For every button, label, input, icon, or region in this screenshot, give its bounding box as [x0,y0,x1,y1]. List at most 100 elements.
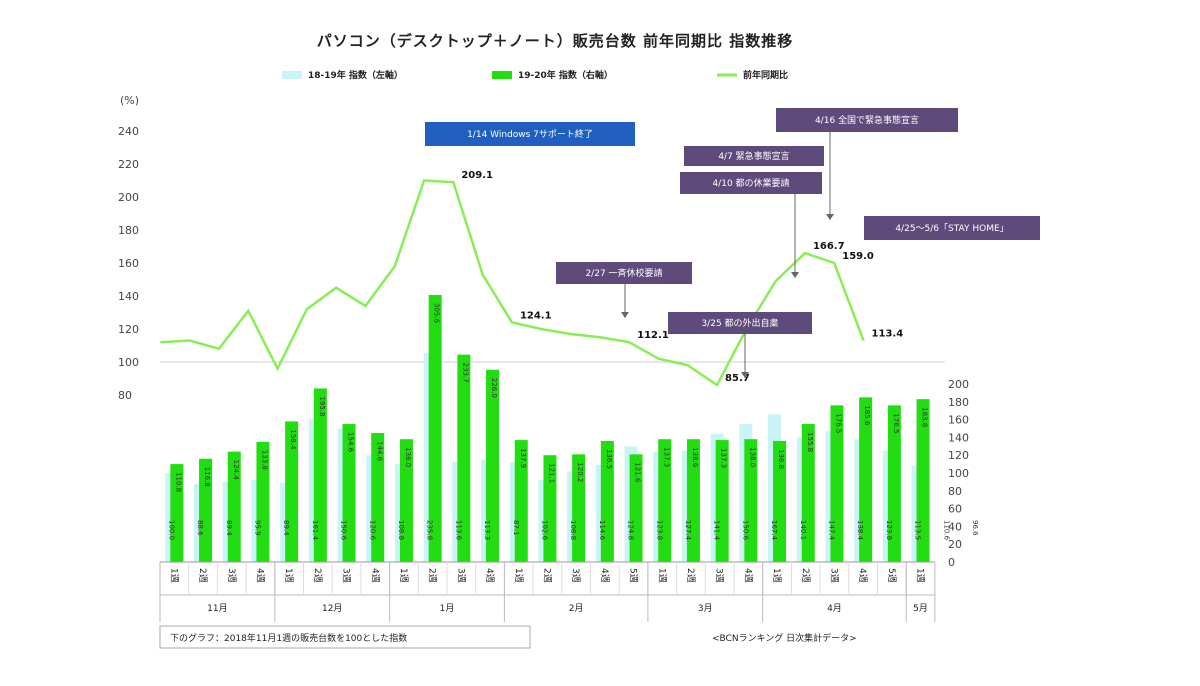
chart-title: パソコン（デスクトップ＋ノート）販売台数 前年同期比 指数推移 [316,32,794,50]
bar-19-20 [916,399,930,562]
bar-19-20 [486,369,500,562]
week-label: 1週 [915,568,926,583]
bar-19-20 [543,455,557,562]
bar-label-19-20: 120.2 [576,462,584,482]
bar-19-20 [170,464,184,562]
bar-19-20 [457,354,471,562]
bar-label-18-19: 141.4 [713,520,721,541]
bar-label-18-19: 150.6 [741,520,749,541]
annotation-text: 3/25 都の外出自粛 [701,317,778,329]
bar-19-20 [428,295,442,562]
bar-19-20 [199,458,213,562]
bar-label-19-20: 226.0 [490,378,498,398]
annotation-box [556,262,692,284]
bars: 100.0 88.6 89.4 95.9 89.4 161.4 150.6 120.6 108.… [165,295,979,562]
week-label: 3週 [828,568,839,583]
annotations: 1/14 Windows 7サポート終了 2/27 一斉休校要請 3/25 都の外出… [425,108,1040,378]
annotation-arrowhead [621,312,629,318]
x-axis: 1週 2週 3週 4週 11月 1週 2週 3週 4週 12月 1週 2週 3週 4週 1月 1週 2週 3週 4週… [159,561,936,649]
bar-label-18-19: 235.8 [426,520,434,540]
bar-19-20 [399,439,413,562]
bar-label-18-19: 150.6 [340,520,348,541]
bar-label-19-20: 136.5 [605,449,613,469]
left-axis-tick: 240 [118,125,139,138]
right-axis-tick: 140 [948,431,969,444]
month-label: 1月 [440,603,455,614]
bar-label-18-19: 161.4 [311,520,319,541]
bar-19-20 [773,440,787,562]
bar-label-19-20: 138.6 [691,447,699,468]
bar-label-19-20: 144.6 [375,441,383,462]
annotation-box [680,172,822,194]
bar-19-20 [285,421,299,562]
bar-label-18-19: 127.4 [684,520,692,541]
left-axis-tick: 80 [118,389,132,402]
bar-label-18-19: 102.6 [540,520,548,541]
bar-19-20 [371,432,385,562]
month-label: 4月 [827,603,842,614]
bar-label-19-20: 183.8 [921,407,929,427]
week-label: 2週 [800,568,811,583]
month-label: 3月 [698,603,713,614]
bar-label-18-19: 113.6 [454,520,462,541]
week-label: 3週 [714,568,725,583]
left-axis-tick: 180 [118,224,139,237]
week-label: 3週 [226,568,237,583]
left-axis-tick: 140 [118,290,139,303]
bar-label-18-19: 96.6 [971,520,979,536]
ratio-data-label: 112.1 [637,330,669,341]
bar-19-20 [859,397,873,562]
source-label: <BCNランキング 日次集計データ> [712,632,857,644]
left-axis-tick: 200 [118,191,139,204]
annotation-box [776,108,958,132]
footnote-box [159,625,531,649]
bar-label-19-20: 137.3 [720,448,728,468]
week-label: 1週 [398,568,409,583]
axes: (%) 80 100 120 140 160 180 200 220 240 0 20 40 60 80 10… [118,94,969,569]
ratio-data-label: 124.1 [520,310,552,321]
month-label: 5月 [913,603,928,614]
annotation-text: 4/7 緊急事態宣言 [718,150,789,162]
week-label: 1週 [656,568,667,583]
bar-label-19-20: 121.6 [634,462,642,483]
right-axis-tick: 40 [948,520,962,533]
left-axis-tick: 100 [118,356,139,369]
bar-19-20 [715,440,729,562]
bar-label-18-19: 123.8 [885,520,893,540]
bar-label-19-20: 136.8 [777,449,785,469]
bar-label-18-19: 100.0 [167,520,175,540]
ratio-data-label: 159.0 [842,251,874,262]
week-label: 1週 [168,568,179,583]
right-axis-tick: 160 [948,414,969,427]
legend-entry: 前年同期比 [743,69,788,81]
right-axis-tick: 100 [948,467,969,480]
left-axis-tick: 120 [118,323,139,336]
bar-label-19-20: 137.3 [662,447,670,467]
bar-label-19-20: 233.7 [461,363,469,383]
bar-label-18-19: 147.4 [827,520,835,541]
bar-label-18-19: 87.1 [512,520,520,536]
annotation-box [684,146,824,166]
bar-label-19-20: 138.0 [748,447,756,467]
bar-label-19-20: 110.8 [174,472,182,492]
ratio-data-label: 166.7 [813,241,845,252]
month-label: 12月 [322,603,342,614]
right-axis-tick: 180 [948,396,969,409]
month-label: 2月 [569,603,584,614]
bar-label-18-19: 108.8 [569,520,577,540]
right-axis-tick: 0 [948,556,955,569]
right-axis-tick: 60 [948,503,962,516]
bar-label-18-19: 120.6 [368,520,376,541]
legend: 18-19年 指数（左軸） 19-20年 指数（右軸） 前年同期比 [282,69,788,81]
annotation-text: 2/27 一斉休校要請 [585,267,662,279]
week-label: 1週 [771,568,782,583]
left-axis-tick: 160 [118,257,139,270]
bar-label-19-20: 195.8 [318,396,326,416]
bar-label-18-19: 138.4 [856,520,864,541]
annotation-arrowhead [826,214,834,220]
bar-label-19-20: 155.8 [806,432,814,452]
ratio-data-label: 113.4 [872,329,904,340]
week-label: 4週 [742,568,753,583]
week-label: 2週 [685,568,696,583]
